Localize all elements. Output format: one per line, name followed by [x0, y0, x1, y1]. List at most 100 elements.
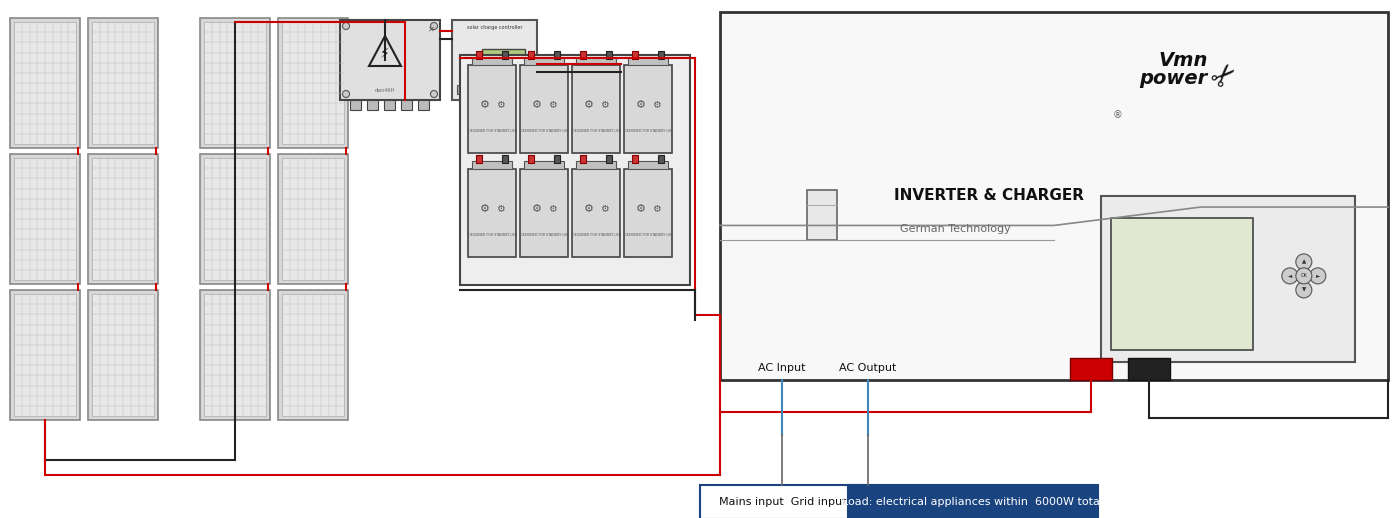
Bar	[204, 22, 266, 144]
Text: ►: ►	[1316, 274, 1320, 278]
Bar	[573, 169, 620, 257]
Text: ⚙: ⚙	[532, 204, 542, 213]
Bar	[476, 51, 482, 59]
Bar	[14, 22, 76, 144]
Bar	[580, 155, 587, 163]
Bar	[1100, 196, 1355, 362]
Text: DESIGNED FOR STANDBY USE: DESIGNED FOR STANDBY USE	[468, 233, 517, 237]
Text: ◄: ◄	[1288, 274, 1292, 278]
Bar	[10, 18, 80, 148]
Text: German Technology: German Technology	[900, 224, 1011, 234]
Text: DESIGNED FOR STANDBY USE: DESIGNED FOR STANDBY USE	[571, 129, 620, 133]
Text: ⚙: ⚙	[584, 99, 594, 110]
Bar	[384, 100, 395, 110]
Text: INVERTER & CHARGER: INVERTER & CHARGER	[893, 189, 1084, 204]
Bar	[281, 158, 344, 280]
Text: DESIGNED FOR STANDBY USE: DESIGNED FOR STANDBY USE	[623, 233, 672, 237]
Bar	[200, 290, 270, 420]
Bar	[554, 51, 560, 59]
Bar	[92, 294, 154, 416]
Circle shape	[1296, 268, 1312, 284]
Bar	[279, 154, 349, 284]
Text: ▲: ▲	[1302, 260, 1306, 264]
Circle shape	[343, 22, 350, 30]
Bar	[279, 290, 349, 420]
Bar	[606, 51, 612, 59]
Bar	[88, 290, 158, 420]
Bar	[14, 294, 76, 416]
Bar	[92, 158, 154, 280]
Bar	[624, 169, 672, 257]
Bar	[631, 155, 638, 163]
Text: ⚙: ⚙	[549, 99, 557, 110]
Bar	[554, 155, 560, 163]
Text: solar charge controller: solar charge controller	[466, 25, 522, 30]
Bar	[472, 57, 512, 65]
Bar	[204, 158, 266, 280]
Text: ✕: ✕	[428, 25, 435, 34]
Bar	[340, 20, 440, 100]
Text: ⚙: ⚙	[636, 204, 645, 213]
Bar	[1110, 218, 1253, 350]
Bar	[528, 51, 533, 59]
Bar	[524, 161, 564, 169]
Text: DESIGNED FOR STANDBY USE: DESIGNED FOR STANDBY USE	[623, 129, 672, 133]
Bar	[573, 65, 620, 153]
Text: DESIGNED FOR STANDBY USE: DESIGNED FOR STANDBY USE	[519, 129, 568, 133]
Bar	[419, 100, 428, 110]
Bar	[575, 57, 616, 65]
Text: Mains input  Grid input: Mains input Grid input	[718, 497, 846, 507]
Bar	[1128, 358, 1170, 380]
Text: ⚙: ⚙	[549, 204, 557, 213]
Bar	[658, 51, 664, 59]
Circle shape	[1296, 254, 1312, 270]
Text: DESIGNED FOR STANDBY USE: DESIGNED FOR STANDBY USE	[468, 129, 517, 133]
Bar	[88, 154, 158, 284]
Text: AC Output: AC Output	[840, 363, 896, 373]
Bar	[14, 158, 76, 280]
Bar	[629, 57, 668, 65]
Bar	[498, 85, 510, 94]
Text: ⚙: ⚙	[601, 99, 609, 110]
Text: ▼: ▼	[1302, 287, 1306, 292]
Bar	[200, 154, 270, 284]
Text: OK: OK	[1301, 274, 1308, 278]
Bar	[519, 169, 568, 257]
Bar	[461, 55, 690, 285]
Circle shape	[343, 91, 350, 97]
Bar	[482, 49, 525, 82]
Text: ✂: ✂	[1207, 57, 1245, 95]
Text: DESIGNED FOR STANDBY USE: DESIGNED FOR STANDBY USE	[519, 233, 568, 237]
Bar	[200, 18, 270, 148]
Bar	[580, 51, 587, 59]
Circle shape	[1282, 268, 1298, 284]
Text: ⚡: ⚡	[381, 47, 389, 61]
Bar	[476, 155, 482, 163]
Bar	[524, 57, 564, 65]
Bar	[452, 20, 538, 100]
Bar	[484, 85, 496, 94]
Bar	[92, 22, 154, 144]
Bar	[10, 290, 80, 420]
Bar	[806, 190, 837, 240]
Bar	[720, 12, 1387, 380]
Bar	[519, 65, 568, 153]
Bar	[281, 294, 344, 416]
Text: dwn46H: dwn46H	[375, 88, 395, 93]
Text: ⚙: ⚙	[496, 99, 505, 110]
Bar	[658, 155, 664, 163]
Bar	[88, 18, 158, 148]
Bar	[367, 100, 378, 110]
Bar	[10, 154, 80, 284]
Text: power: power	[1140, 69, 1208, 88]
Bar	[472, 161, 512, 169]
Bar	[848, 485, 1098, 518]
Bar	[468, 169, 517, 257]
Circle shape	[1296, 282, 1312, 298]
Bar	[1070, 358, 1112, 380]
Bar	[281, 22, 344, 144]
Bar	[279, 18, 349, 148]
Bar	[528, 155, 533, 163]
Circle shape	[431, 22, 437, 30]
Text: ⚙: ⚙	[584, 204, 594, 213]
